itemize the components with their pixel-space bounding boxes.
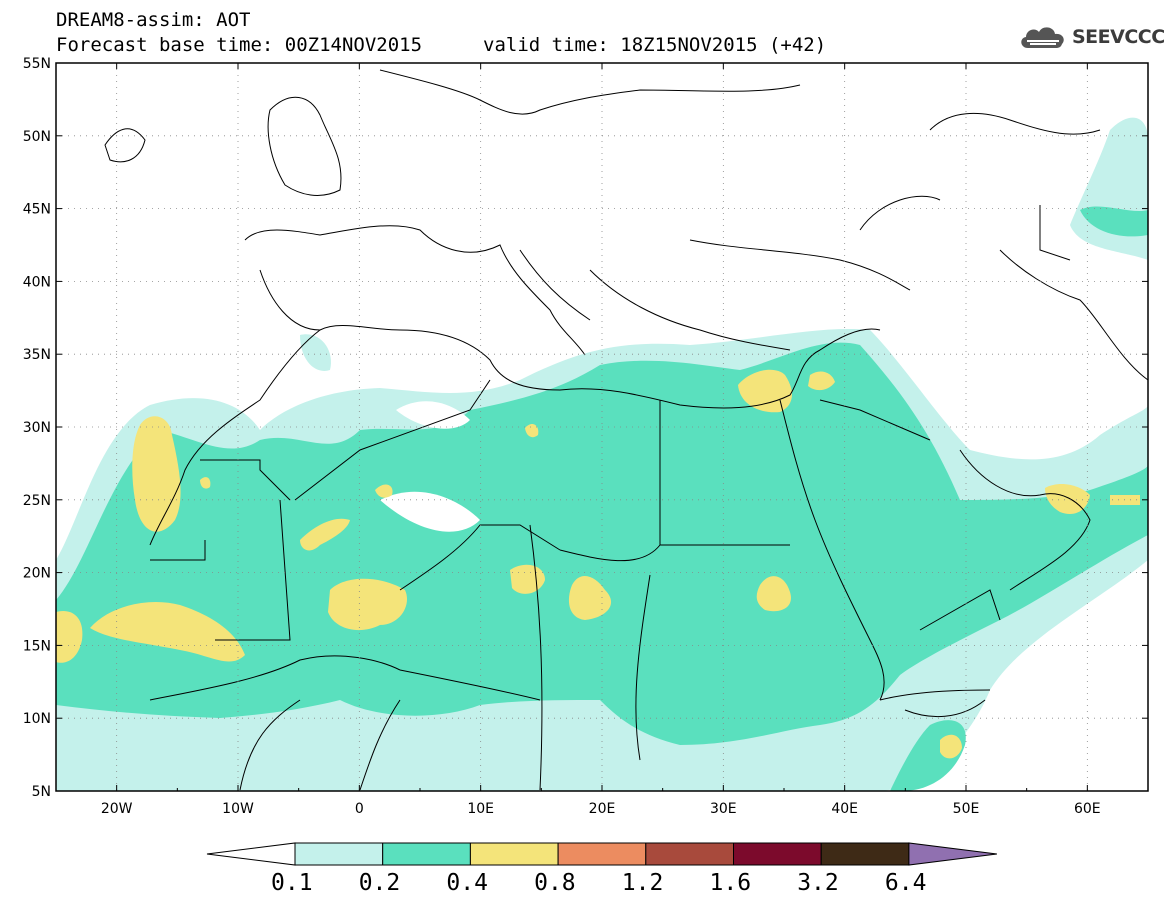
valid-time: valid time: 18Z15NOV2015 (+42) xyxy=(483,34,827,56)
lat-label: 15N xyxy=(23,638,51,654)
lat-label: 30N xyxy=(23,420,51,436)
colorbar-swatch xyxy=(294,842,384,866)
colorbar-threshold-label: 0.8 xyxy=(534,870,576,896)
colorbar-threshold-label: 6.4 xyxy=(884,870,927,896)
lon-label: 60E xyxy=(1074,801,1101,817)
lon-label: 0 xyxy=(355,801,364,817)
coastlines-and-borders xyxy=(104,69,1148,791)
colorbar-over-arrow xyxy=(908,842,997,866)
lon-label: 10W xyxy=(222,801,254,817)
lat-label: 55N xyxy=(23,56,51,72)
map-title: DREAM8-assim: AOT xyxy=(56,9,251,31)
colorbar-swatch xyxy=(645,842,734,866)
lat-label: 10N xyxy=(23,711,51,727)
colorbar-swatch xyxy=(557,842,647,866)
colorbar-swatch xyxy=(733,842,822,866)
colorbar-threshold-label: 1.6 xyxy=(709,870,752,896)
lat-label: 35N xyxy=(23,347,51,363)
axis-ticks: 55N 50N 45N 40N 35N 30N 25N 20N 15N 10N 5N 20W 10W 0 1… xyxy=(23,56,1149,817)
lat-label: 25N xyxy=(23,493,51,509)
lon-label: 20E xyxy=(589,801,616,817)
lat-label: 5N xyxy=(32,784,51,800)
lat-label: 50N xyxy=(23,129,51,145)
logo-label: SEEVCCC xyxy=(1072,26,1165,48)
lat-label: 45N xyxy=(23,202,51,218)
lat-label: 40N xyxy=(23,274,51,290)
colorbar-under-arrow xyxy=(206,842,296,866)
colorbar-threshold-label: 0.4 xyxy=(446,870,488,896)
colorbar-swatch xyxy=(820,842,910,866)
aot-low-patches xyxy=(380,401,480,532)
lon-label: 10E xyxy=(467,801,494,817)
colorbar-swatch xyxy=(382,842,471,866)
lon-label: 40E xyxy=(831,801,858,817)
lon-label: 50E xyxy=(953,801,980,817)
graticule xyxy=(56,63,1148,791)
colorbar-threshold-label: 0.2 xyxy=(358,870,401,896)
aot-band-0.4-0.8 xyxy=(56,369,1140,759)
colorbar xyxy=(206,842,997,866)
cloud-icon xyxy=(1021,27,1064,48)
forecast-base-time: Forecast base time: 00Z14NOV2015 xyxy=(56,34,423,56)
colorbar-threshold-label: 0.1 xyxy=(271,870,313,896)
lat-label: 20N xyxy=(23,566,51,582)
seevccc-logo: SEEVCCC xyxy=(1018,24,1165,50)
colorbar-threshold-label: 1.2 xyxy=(621,870,664,896)
colorbar-threshold-label: 3.2 xyxy=(797,870,839,896)
colorbar-swatch xyxy=(469,842,559,866)
lon-label: 20W xyxy=(101,801,133,817)
lon-label: 30E xyxy=(710,801,737,817)
